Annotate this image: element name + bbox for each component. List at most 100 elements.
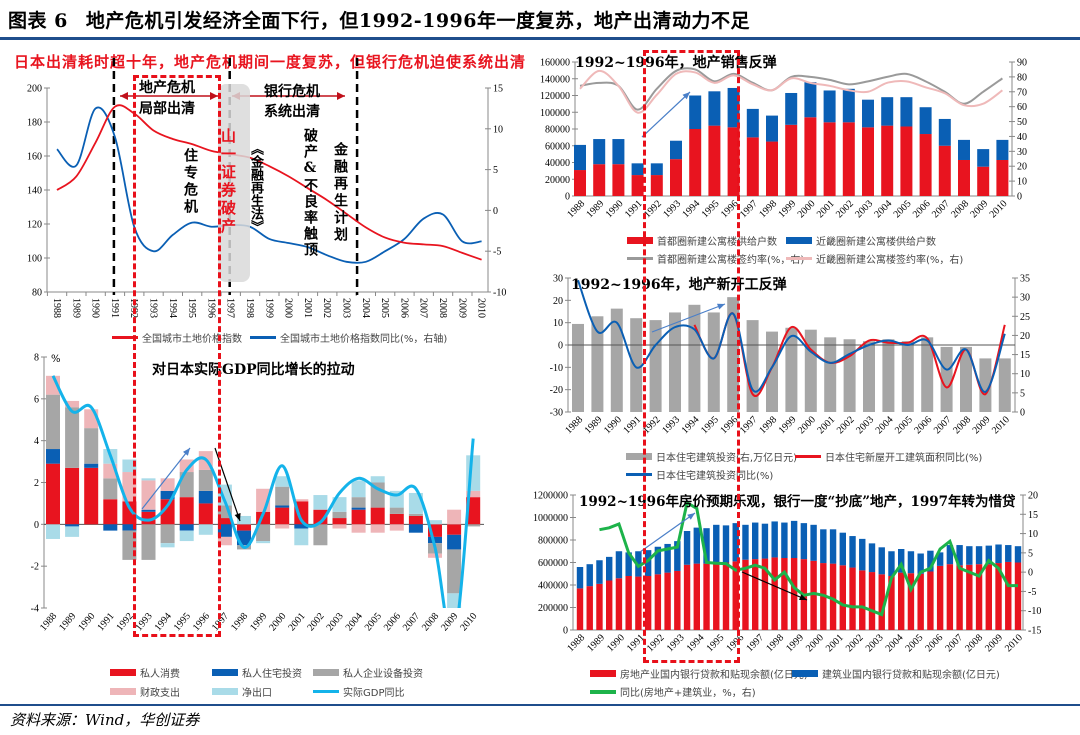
loans-x-tick-label: 2006 <box>923 632 945 654</box>
investment-bar <box>785 327 798 412</box>
gdp-bar-私人企业设备投资 <box>256 524 271 542</box>
loans-bar-建筑业国内银行贷款和贴现余额(亿日元) <box>674 541 681 571</box>
sales-bar-近畿圈新建公寓楼供给户数 <box>593 139 606 165</box>
loans-bar-房地产业国内银行贷款和贴现余额(亿日元) <box>868 572 876 630</box>
investment-bar <box>766 331 778 412</box>
sales-x-tick-label: 1989 <box>584 198 606 220</box>
land-right-axis-tick-label: 5 <box>493 165 498 176</box>
sales-x-tick-label: 2000 <box>796 198 818 220</box>
gdp-bar-私人住宅投资 <box>141 509 156 512</box>
figure-title-text: 地产危机引发经济全面下行，但1992-1996年一度复苏，地产出清动力不足 <box>85 10 750 32</box>
gdp-x-tick-label: 1988 <box>38 611 59 633</box>
land-index-line <box>56 104 482 261</box>
investment-bar <box>610 308 623 412</box>
sales-bar-近畿圈新建公寓楼供给户数 <box>708 91 721 126</box>
gdp-x-tick-label: 1991 <box>95 611 116 633</box>
legend-construction-loans: 建筑业国内银行贷款和贴现余额(亿日元) <box>792 666 1000 681</box>
starts-rebound-arrow-head <box>717 303 725 310</box>
bank-bottom-fishing-arrow-head <box>687 513 695 520</box>
investment-bar <box>960 346 972 412</box>
sales-bar-首都圈新建公寓楼供给户数 <box>900 126 913 196</box>
land-x-tick-label: 1989 <box>70 298 81 318</box>
gdp-bar-私人住宅投资 <box>46 449 60 464</box>
gdp-bar-私人企业设备投资 <box>46 394 60 450</box>
gdp-bar-私人消费 <box>408 515 423 525</box>
land-x-tick-label: 2009 <box>456 298 467 318</box>
loans-right-axis-tick-label: -15 <box>1028 626 1041 637</box>
land-right-axis-tick-label: 0 <box>493 206 498 217</box>
loans-left-axis-tick-label: 600000 <box>538 558 568 569</box>
land-left-axis-tick-label: 120 <box>27 220 42 231</box>
gdp-x-tick-label: 1990 <box>76 611 97 633</box>
loans-x-tick-label: 2009 <box>983 632 1005 654</box>
highlight-box-1992-1996-left <box>133 75 221 637</box>
starts-right-axis-tick-label: 25 <box>1020 312 1030 323</box>
gdp-bar-净出口 <box>160 543 175 548</box>
sales-x-tick-label: 2008 <box>949 198 971 220</box>
sales-chart-title: 1992~1996年，地产销售反弹 <box>575 55 777 71</box>
gdp-growth-line <box>51 375 475 608</box>
loans-left-axis-tick-label: 200000 <box>538 603 568 614</box>
gdp-left-axis-tick-label: -4 <box>31 604 39 615</box>
starts-x-tick-label: 2003 <box>854 414 876 436</box>
sales-bar-首都圈新建公寓楼供给户数 <box>766 141 778 196</box>
starts-x-tick-label: 2002 <box>835 414 857 436</box>
condo-sales-chart: 0200004000060000800001000001200001400001… <box>540 58 1027 221</box>
gdp-bar-私人消费 <box>103 499 118 525</box>
legend-label: 日本住宅建筑投资(右,万亿日元) <box>656 453 797 464</box>
sales-bar-首都圈新建公寓楼供给户数 <box>593 164 606 196</box>
loans-bar-房地产业国内银行贷款和贴现余额(亿日元) <box>635 576 642 630</box>
gdp-bar-净出口 <box>351 480 366 498</box>
loans-bar-建筑业国内银行贷款和贴现余额(亿日元) <box>859 538 866 571</box>
loans-bar-建筑业国内银行贷款和贴现余额(亿日元) <box>644 550 652 576</box>
sales-right-axis-tick-label: 50 <box>1017 117 1027 128</box>
investment-bar <box>979 358 992 412</box>
legend-capex: 私人企业设备投资 <box>313 665 423 680</box>
loans-bar-建筑业国内银行贷款和贴现余额(亿日元) <box>596 560 603 584</box>
loans-bar-建筑业国内银行贷款和贴现余额(亿日元) <box>849 536 856 568</box>
gdp-left-axis-tick-label: -2 <box>31 562 39 573</box>
loans-x-tick-label: 1988 <box>565 632 587 654</box>
gdp-unit-label: % <box>51 354 61 365</box>
land-x-tick-label: 2001 <box>302 298 313 318</box>
loans-bar-房地产业国内银行贷款和贴现余额(亿日元) <box>644 576 652 630</box>
gdp-bar-净出口 <box>256 541 271 544</box>
starts-rebound-arrow <box>651 303 726 333</box>
sales-bar-近畿圈新建公寓楼供给户数 <box>996 139 1009 160</box>
gdp-x-tick-label: 2006 <box>382 611 403 633</box>
sales-bar-近畿圈新建公寓楼供给户数 <box>785 92 798 125</box>
loans-bar-建筑业国内银行贷款和贴现余额(亿日元) <box>693 527 700 564</box>
sales-bar-首都圈新建公寓楼供给户数 <box>842 122 855 196</box>
starts-x-tick-label: 1999 <box>777 414 799 436</box>
starts-left-axis-tick-label: 0 <box>558 341 563 352</box>
loans-bar-房地产业国内银行贷款和贴现余额(亿日元) <box>703 563 710 630</box>
starts-right-axis-tick-label: 10 <box>1020 369 1030 380</box>
legend-kinki-rate: 近畿圈新建公寓楼签约率(%，右) <box>786 251 963 266</box>
phase1-arrow-head-right <box>210 92 218 100</box>
investment-bar <box>843 339 856 412</box>
sales-bar-首都圈新建公寓楼供给户数 <box>670 159 682 196</box>
sales-x-tick-label: 2010 <box>988 198 1010 220</box>
loans-bar-建筑业国内银行贷款和贴现余额(亿日元) <box>917 553 924 574</box>
housing-starts-chart: -30-20-100102030051015202530351988198919… <box>550 274 1030 437</box>
loans-bar-建筑业国内银行贷款和贴现余额(亿日元) <box>615 551 623 579</box>
sales-bar-近畿圈新建公寓楼供给户数 <box>746 108 759 138</box>
sales-x-tick-label: 1999 <box>776 198 798 220</box>
bank-bottom-fishing-arrow <box>639 512 696 553</box>
gdp-bar-私人企业设备投资 <box>447 549 462 594</box>
sales-rebound-arrow <box>641 91 691 138</box>
legend-capital-supply: 首都圈新建公寓楼供给户数 <box>627 233 777 248</box>
loans-bar-建筑业国内银行贷款和贴现余额(亿日元) <box>761 523 769 559</box>
npl-peak-label: 破产&不良率触顶 <box>302 128 318 258</box>
figure-title: 图表 6 地产危机引发经济全面下行，但1992-1996年一度复苏，地产出清动力不… <box>8 6 750 33</box>
gdp-bar-私人消费 <box>466 497 481 525</box>
gdp-x-tick-label: 2003 <box>325 611 346 633</box>
gdp-bar-净出口 <box>179 530 194 542</box>
loans-bar-房地产业国内银行贷款和贴现余额(亿日元) <box>606 580 613 630</box>
gdp-bar-净出口 <box>237 515 251 525</box>
legend-label: 日本住宅建筑投资同比(%) <box>656 471 774 482</box>
gdp-left-axis-tick-label: 6 <box>34 394 39 405</box>
financial-revitalization-law-label: 《金融再生法》 <box>248 142 263 233</box>
legend-label: 首都圈新建公寓楼供给户数 <box>657 237 777 248</box>
land-left-axis-tick-label: 100 <box>27 254 42 265</box>
